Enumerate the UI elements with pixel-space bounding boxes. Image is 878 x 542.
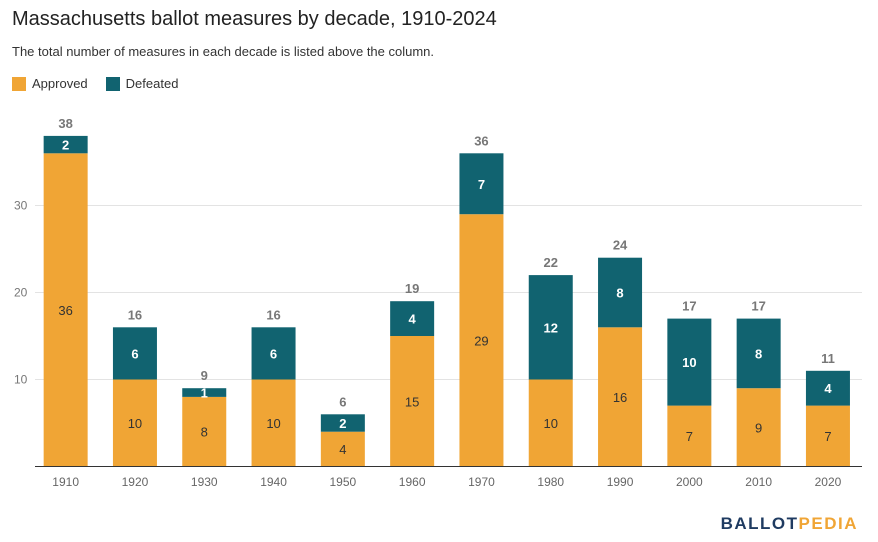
data-label-defeated: 2 [339, 416, 346, 431]
bar-defeated-2020 [805, 370, 850, 406]
data-label-approved: 10 [128, 416, 142, 431]
data-label-approved: 8 [201, 425, 208, 440]
bar-defeated-2000 [667, 318, 712, 406]
bar-approved-1980 [528, 379, 573, 467]
bar-defeated-1960 [390, 301, 435, 336]
logo-pedia: PEDIA [798, 514, 858, 533]
bar-approved-1920 [112, 379, 157, 467]
x-tick-label: 1970 [468, 475, 495, 489]
legend-label-approved: Approved [32, 76, 88, 91]
data-label-approved: 10 [544, 416, 558, 431]
data-label-defeated: 1 [201, 386, 208, 401]
data-label-defeated: 6 [131, 346, 138, 361]
data-label-approved: 10 [266, 416, 280, 431]
data-label-defeated: 4 [824, 381, 832, 396]
y-tick-label: 30 [14, 199, 28, 213]
bar-defeated-1990 [598, 257, 643, 328]
data-label-approved: 15 [405, 394, 419, 409]
y-tick-label: 10 [14, 373, 28, 387]
x-tick-label: 1910 [52, 475, 79, 489]
data-label-approved: 36 [58, 303, 72, 318]
legend-label-defeated: Defeated [125, 76, 179, 91]
total-label: 17 [682, 299, 696, 314]
y-tick-label: 20 [14, 286, 28, 300]
bar-defeated-1980 [528, 275, 573, 380]
x-tick-label: 1940 [260, 475, 287, 489]
x-tick-label: 1990 [607, 475, 634, 489]
legend-swatch-defeated [105, 76, 120, 91]
legend-item-approved: Approved [12, 76, 88, 91]
data-label-defeated: 6 [270, 346, 277, 361]
data-label-approved: 4 [339, 442, 346, 457]
data-label-defeated: 8 [755, 346, 762, 361]
bar-defeated-1940 [251, 327, 296, 380]
x-tick-label: 1960 [399, 475, 426, 489]
legend-swatch-approved [12, 76, 26, 91]
bar-approved-1930 [182, 396, 227, 467]
bar-approved-2010 [736, 388, 781, 467]
data-label-approved: 7 [686, 429, 693, 444]
total-label: 9 [201, 368, 208, 383]
total-label: 16 [266, 307, 280, 322]
data-label-approved: 7 [824, 429, 831, 444]
x-tick-label: 2010 [745, 475, 772, 489]
chart-title: Massachusetts ballot measures by decade,… [12, 8, 497, 30]
total-label: 17 [751, 299, 765, 314]
ballotpedia-logo: BALLOTPEDIA [721, 514, 858, 534]
total-label: 38 [58, 116, 72, 131]
data-label-defeated: 8 [616, 286, 623, 301]
data-label-approved: 16 [613, 390, 627, 405]
total-label: 24 [613, 238, 628, 253]
data-label-defeated: 12 [544, 320, 558, 335]
total-label: 19 [405, 281, 419, 296]
bar-approved-1910 [43, 153, 88, 467]
total-label: 11 [821, 351, 835, 366]
data-label-approved: 9 [755, 420, 762, 435]
x-tick-label: 1980 [537, 475, 564, 489]
data-label-defeated: 4 [409, 312, 417, 327]
bar-approved-2020 [805, 405, 850, 467]
x-tick-label: 2000 [676, 475, 703, 489]
total-label: 16 [128, 307, 142, 322]
bar-defeated-1910 [43, 135, 88, 154]
chart-subtitle: The total number of measures in each dec… [12, 44, 435, 59]
legend-item-defeated: Defeated [105, 76, 179, 91]
total-label: 6 [339, 394, 346, 409]
bar-approved-2000 [667, 405, 712, 467]
bar-approved-1950 [320, 431, 365, 467]
bar-defeated-2010 [736, 318, 781, 389]
x-tick-label: 2020 [815, 475, 842, 489]
legend: Approved Defeated [12, 76, 196, 91]
total-label: 36 [474, 133, 488, 148]
total-label: 22 [544, 255, 558, 270]
data-label-defeated: 10 [682, 355, 696, 370]
data-label-defeated: 2 [62, 138, 69, 153]
x-tick-label: 1920 [122, 475, 149, 489]
bar-defeated-1930 [182, 388, 227, 397]
logo-ballot: BALLOT [720, 514, 799, 533]
bar-defeated-1970 [459, 153, 504, 215]
x-tick-label: 1950 [329, 475, 356, 489]
x-tick-label: 1930 [191, 475, 218, 489]
bar-approved-1940 [251, 379, 296, 467]
data-label-approved: 29 [474, 333, 488, 348]
bar-approved-1960 [390, 336, 435, 467]
data-label-defeated: 7 [478, 177, 485, 192]
bar-defeated-1920 [112, 327, 157, 380]
bar-approved-1990 [598, 327, 643, 467]
bar-defeated-1950 [320, 414, 365, 432]
bar-approved-1970 [459, 214, 504, 467]
